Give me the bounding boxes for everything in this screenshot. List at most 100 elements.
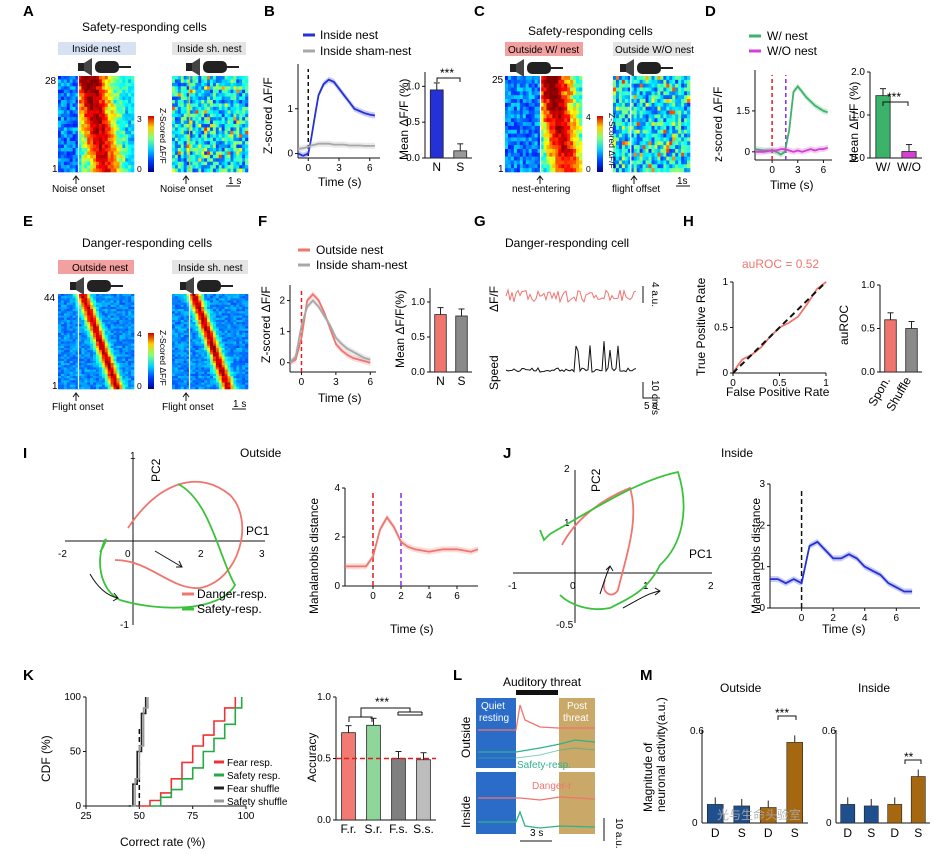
heatmap-cell [180, 120, 184, 125]
heatmap-cell [218, 124, 222, 128]
heatmap-cell [189, 117, 193, 121]
heatmap-cell [110, 89, 114, 94]
heatmap-cell [192, 339, 196, 342]
heatmap-cell [507, 106, 512, 111]
heatmap-cell [505, 110, 509, 115]
heatmap-cell [645, 137, 649, 142]
heatmap-cell [224, 127, 228, 132]
heatmap-cell [221, 124, 225, 128]
heatmap-cell [125, 317, 129, 321]
heatmap-cell [534, 79, 538, 84]
heatmap-cell [107, 339, 111, 342]
heatmap-cell [72, 79, 76, 84]
heatmap-cell [183, 86, 187, 91]
heatmap-cell [239, 319, 243, 323]
heatmap-cell [128, 298, 132, 301]
heatmap-cell [201, 86, 205, 91]
heatmap-cell [101, 86, 106, 91]
heatmap-cell [546, 91, 550, 96]
heatmap-cell [63, 296, 68, 299]
heatmap-cell [242, 300, 246, 303]
heatmap-cell [75, 337, 79, 340]
heatmap-cell [78, 324, 82, 327]
heatmap-cell [84, 356, 88, 360]
heatmap-cell [90, 158, 94, 163]
heatmap-cell [212, 306, 217, 310]
heatmap-cell [69, 309, 73, 312]
heatmap-cell [195, 130, 199, 135]
heatmap-cell [645, 133, 649, 138]
heatmap-cell [131, 110, 135, 115]
heatmap-cell [624, 125, 629, 131]
heatmap-cell [531, 110, 535, 115]
heatmap-cell [564, 156, 568, 161]
heatmap-cell [639, 141, 643, 146]
heatmap-cell [119, 369, 123, 373]
heatmap-cell [245, 332, 249, 336]
heatmap-cell [96, 306, 100, 310]
heatmap-cell [66, 363, 70, 366]
heatmap-cell [101, 330, 106, 334]
heatmap-cell [107, 365, 111, 368]
heatmap-cell [212, 337, 217, 340]
heatmap-cell [113, 343, 117, 347]
heatmap-cell [113, 363, 117, 366]
heatmap-cell [84, 296, 88, 299]
heatmap-cell [72, 76, 76, 80]
heatmap-cell [543, 141, 547, 146]
heatmap-cell [212, 137, 217, 142]
heatmap-cell [110, 339, 114, 342]
heatmap-cell [81, 335, 85, 338]
heatmap-cell [84, 343, 88, 347]
heatmap-cell [195, 347, 199, 351]
heatmap-cell [122, 130, 126, 135]
heatmap-cell [172, 165, 176, 169]
heatmap-cell [177, 345, 182, 349]
heatmap-cell [192, 296, 196, 299]
heatmap-cell [236, 311, 240, 314]
heatmap-cell [192, 311, 196, 314]
heatmap-cell [648, 141, 652, 146]
heatmap-cell [224, 311, 228, 314]
heatmap-cell [654, 129, 658, 134]
heatmap-cell [60, 86, 65, 91]
heatmap-cell [174, 363, 179, 366]
heatmap-cell [98, 93, 103, 97]
heatmap-cell [204, 96, 208, 101]
heatmap-cell [69, 82, 73, 87]
heatmap-cell [198, 328, 202, 332]
heatmap-cell [627, 133, 632, 138]
heatmap-cell [81, 127, 85, 132]
heatmap-cell [230, 339, 234, 342]
heatmap-cell [183, 130, 187, 135]
heatmap-cell [236, 106, 240, 111]
heatmap-cell [81, 89, 85, 94]
heatmap-cell [87, 137, 91, 142]
heatmap-cell [122, 304, 126, 308]
heatmap-cell [58, 161, 62, 166]
heatmap-cell [615, 79, 620, 84]
heatmap-cell [75, 304, 79, 308]
heatmap-cell [561, 137, 565, 142]
heatmap-cell [204, 300, 208, 303]
heatmap-cell [58, 326, 62, 329]
heatmap-cell [651, 110, 655, 115]
heatmap-cell [87, 93, 91, 97]
heatmap-cell [63, 337, 68, 340]
heatmap-cell [60, 298, 65, 301]
heatmap-cell [684, 148, 688, 154]
heatmap-cell [60, 335, 65, 338]
heatmap-cell [125, 113, 129, 118]
heatmap-cell [666, 160, 670, 165]
heatmap-cell [624, 152, 629, 157]
heatmap-cell [207, 367, 211, 370]
heatmap-cell [573, 106, 577, 111]
heatmap-cell [189, 302, 193, 306]
heatmap-cell [660, 164, 664, 169]
heatmap-cell [537, 76, 541, 81]
heatmap-cell [172, 345, 176, 349]
heatmap-cell [212, 165, 217, 169]
heatmap-cell [651, 152, 655, 157]
heatmap-cell [128, 151, 132, 156]
heatmap-cell [183, 298, 187, 301]
